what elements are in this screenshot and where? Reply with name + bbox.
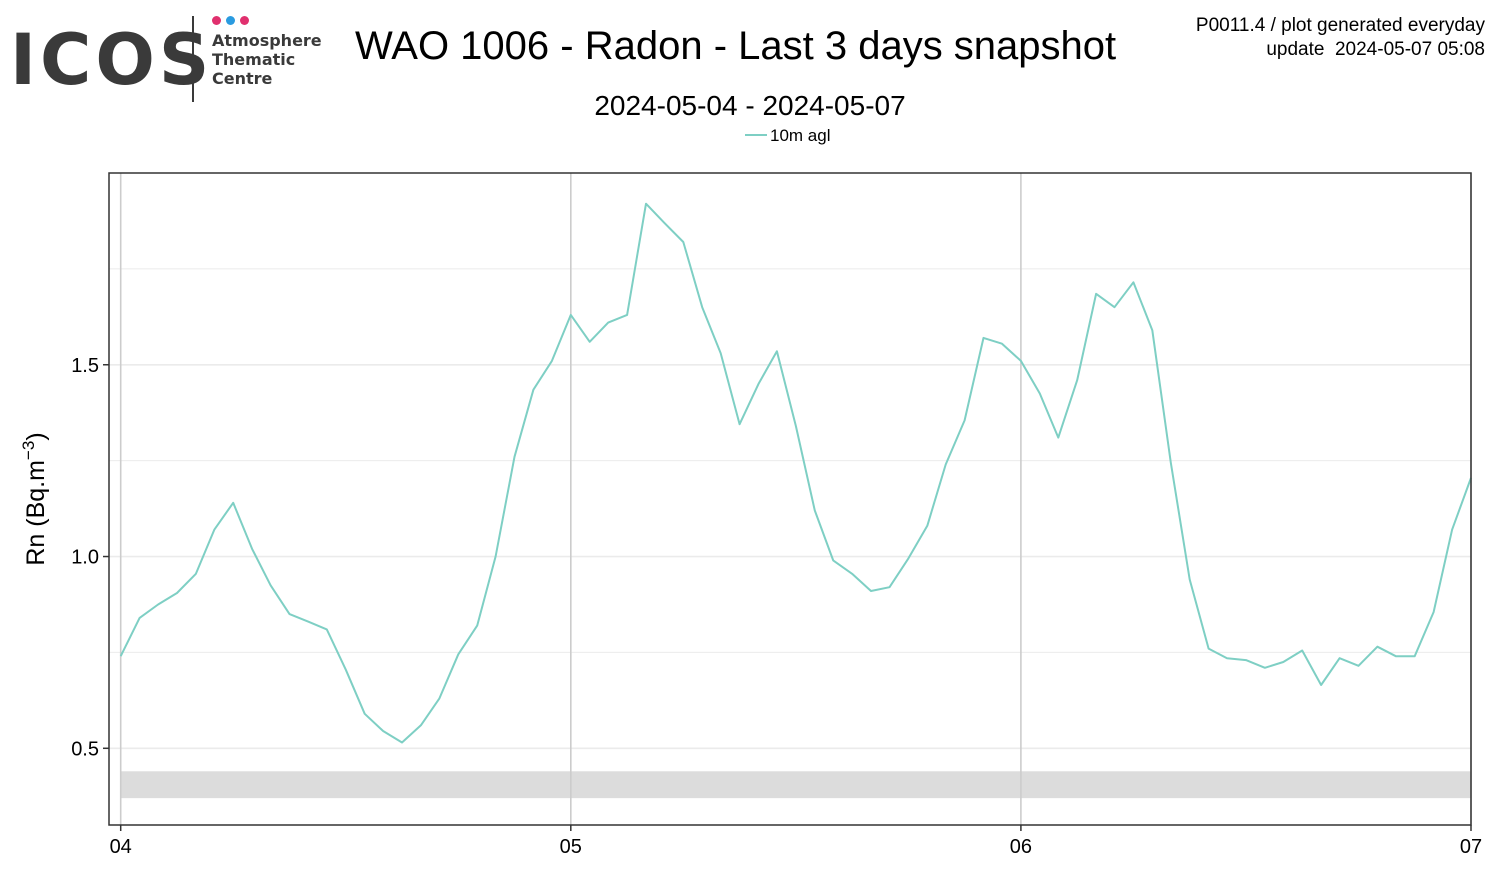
x-tick-label: 04 [110,836,132,858]
logo-wordmark: ICOS [10,19,214,101]
logo-dot-1 [212,16,221,25]
chart-subtitle: 2024-05-04 - 2024-05-07 [594,90,906,121]
chart-title: WAO 1006 - Radon - Last 3 days snapshot [355,24,1117,68]
y-axis-label: Rn (Bq.m−3) [19,432,50,565]
x-tick-label: 05 [560,836,582,858]
logo-divider [192,16,194,102]
legend-label-10m-agl: 10m agl [770,126,830,145]
reference-band [120,771,1471,799]
plot-panel-border [108,172,1472,826]
logo-dot-2 [226,16,235,25]
x-tick-label: 06 [1010,836,1032,858]
series-line-10m-agl [119,202,1472,744]
plot-meta: P0011.4 / plot generated everyday update… [1196,14,1485,62]
logo-subtitle: Atmosphere Thematic Centre [212,31,322,88]
x-tick-label: 07 [1460,836,1482,858]
meta-line-2: update 2024-05-07 05:08 [1266,39,1485,60]
y-tick-label: 1.5 [71,355,99,377]
y-tick-label: 0.5 [71,738,99,760]
logo-dot-3 [240,16,249,25]
icos-logo: ICOS Atmosphere Thematic Centre [10,14,330,106]
logo-line-2: Thematic [212,50,296,69]
logo-line-3: Centre [212,69,273,88]
logo-dots [212,16,249,25]
logo-line-1: Atmosphere [212,31,322,50]
y-tick-label: 1.0 [71,547,99,569]
meta-line-1: P0011.4 / plot generated everyday [1195,15,1485,36]
